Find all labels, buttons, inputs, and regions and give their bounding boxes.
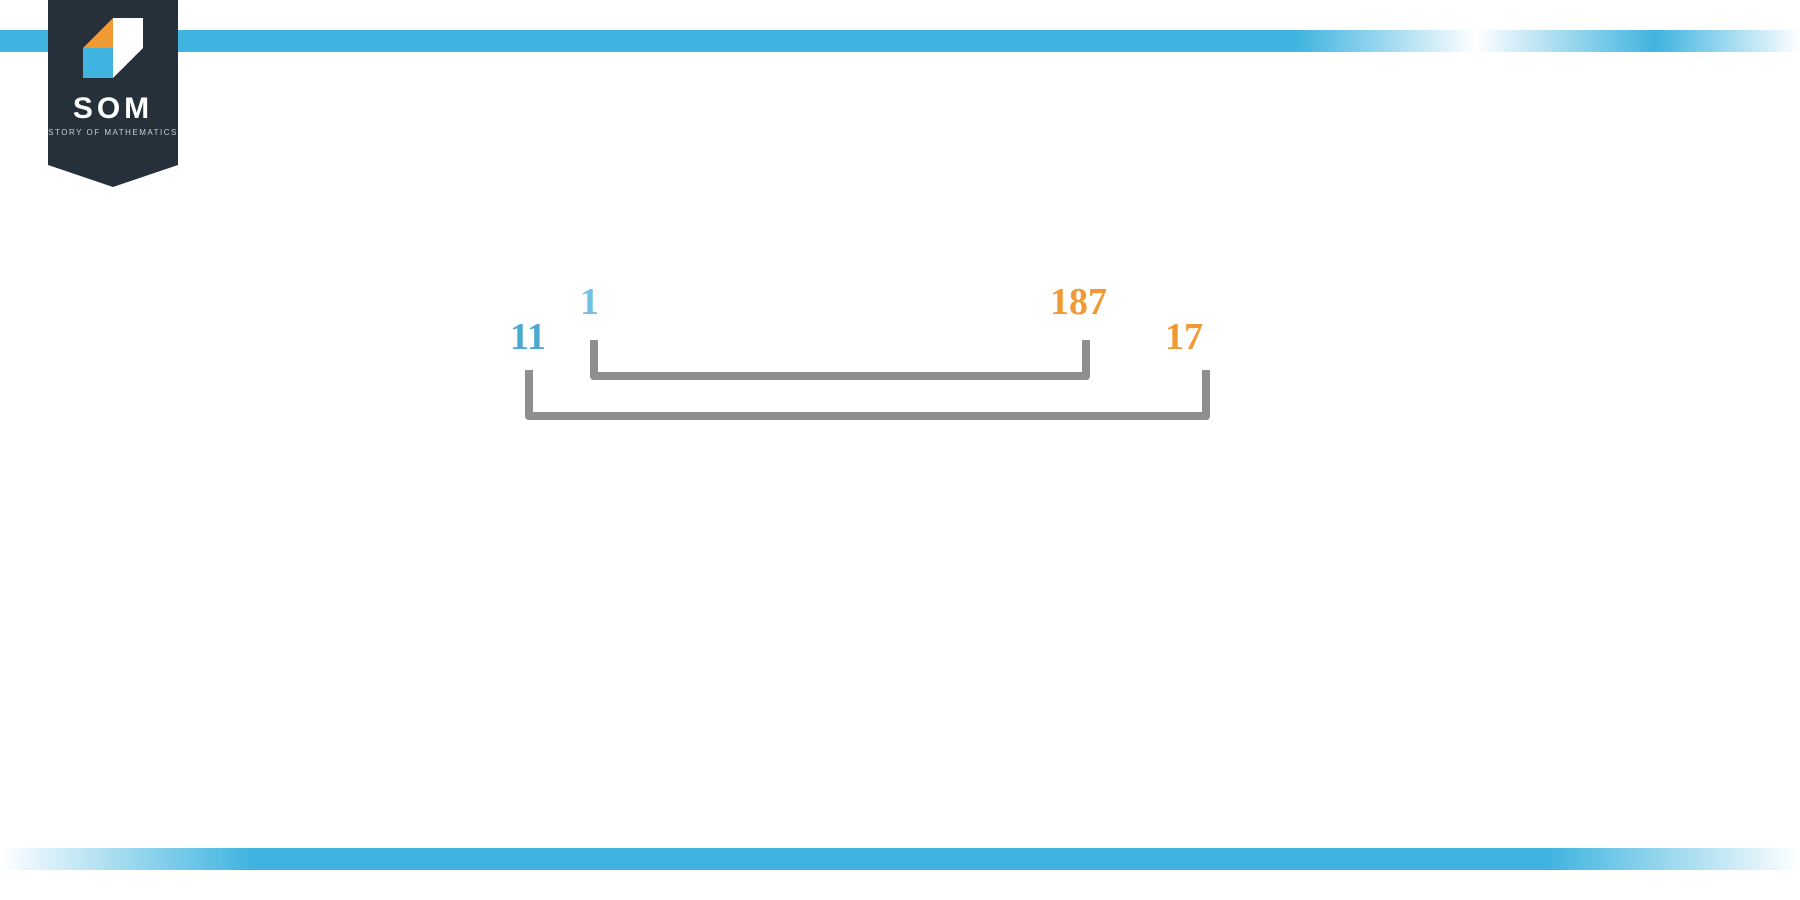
brand-subtitle: STORY OF MATHEMATICS [48,128,178,137]
canvas: SOM STORY OF MATHEMATICS 11 1 187 17 [0,0,1800,900]
factor-label-outer-right: 17 [1165,315,1203,359]
pairing-bracket-outer [525,370,1210,420]
top-gradient-bar [0,30,1800,52]
factor-label-inner-left: 1 [580,280,599,324]
bottom-gradient-bar [0,848,1800,870]
brand-title: SOM [73,92,153,126]
factor-label-outer-left: 11 [510,315,546,359]
factor-label-inner-right: 187 [1050,280,1107,324]
brand-logo-icon [83,18,143,78]
brand-badge: SOM STORY OF MATHEMATICS [48,0,178,165]
